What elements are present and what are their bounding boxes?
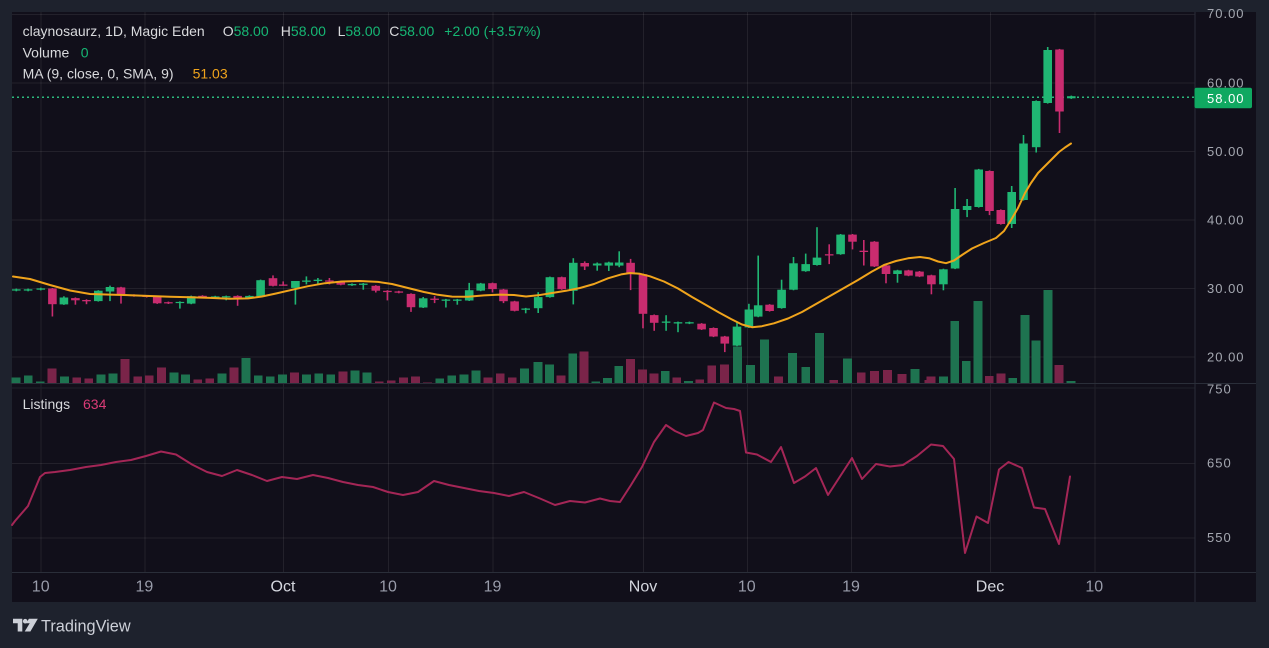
svg-text:Listings: Listings: [23, 396, 70, 412]
svg-text:+2.00 (+3.57%): +2.00 (+3.57%): [444, 23, 541, 39]
svg-text:50.00: 50.00: [1207, 144, 1245, 159]
svg-text:Dec: Dec: [976, 579, 1004, 596]
svg-text:TradingView: TradingView: [41, 618, 131, 636]
svg-text:O58.00: O58.00: [223, 23, 269, 39]
svg-text:10: 10: [738, 579, 756, 596]
svg-text:30.00: 30.00: [1207, 281, 1245, 296]
svg-text:H58.00: H58.00: [281, 23, 326, 39]
svg-text:19: 19: [484, 579, 502, 596]
svg-text:10: 10: [379, 579, 397, 596]
svg-text:Oct: Oct: [271, 579, 296, 596]
svg-text:Volume: Volume: [23, 45, 70, 61]
svg-text:70.00: 70.00: [1207, 6, 1245, 21]
svg-text:20.00: 20.00: [1207, 349, 1245, 364]
svg-text:650: 650: [1207, 456, 1232, 471]
svg-text:60.00: 60.00: [1207, 75, 1245, 90]
svg-text:claynosaurz, 1D, Magic Eden: claynosaurz, 1D, Magic Eden: [23, 23, 205, 39]
svg-text:634: 634: [83, 396, 107, 412]
svg-text:MA (9, close, 0, SMA, 9): MA (9, close, 0, SMA, 9): [23, 66, 174, 82]
svg-text:750: 750: [1207, 382, 1232, 397]
svg-text:0: 0: [81, 45, 89, 61]
svg-text:L58.00: L58.00: [338, 23, 381, 39]
svg-text:10: 10: [32, 579, 50, 596]
svg-text:19: 19: [842, 579, 860, 596]
svg-text:58.00: 58.00: [1207, 91, 1245, 106]
svg-text:Nov: Nov: [629, 579, 657, 596]
svg-text:550: 550: [1207, 530, 1232, 545]
svg-text:19: 19: [136, 579, 154, 596]
svg-text:40.00: 40.00: [1207, 212, 1245, 227]
svg-text:10: 10: [1085, 579, 1103, 596]
svg-text:51.03: 51.03: [193, 66, 228, 82]
svg-text:C58.00: C58.00: [389, 23, 434, 39]
